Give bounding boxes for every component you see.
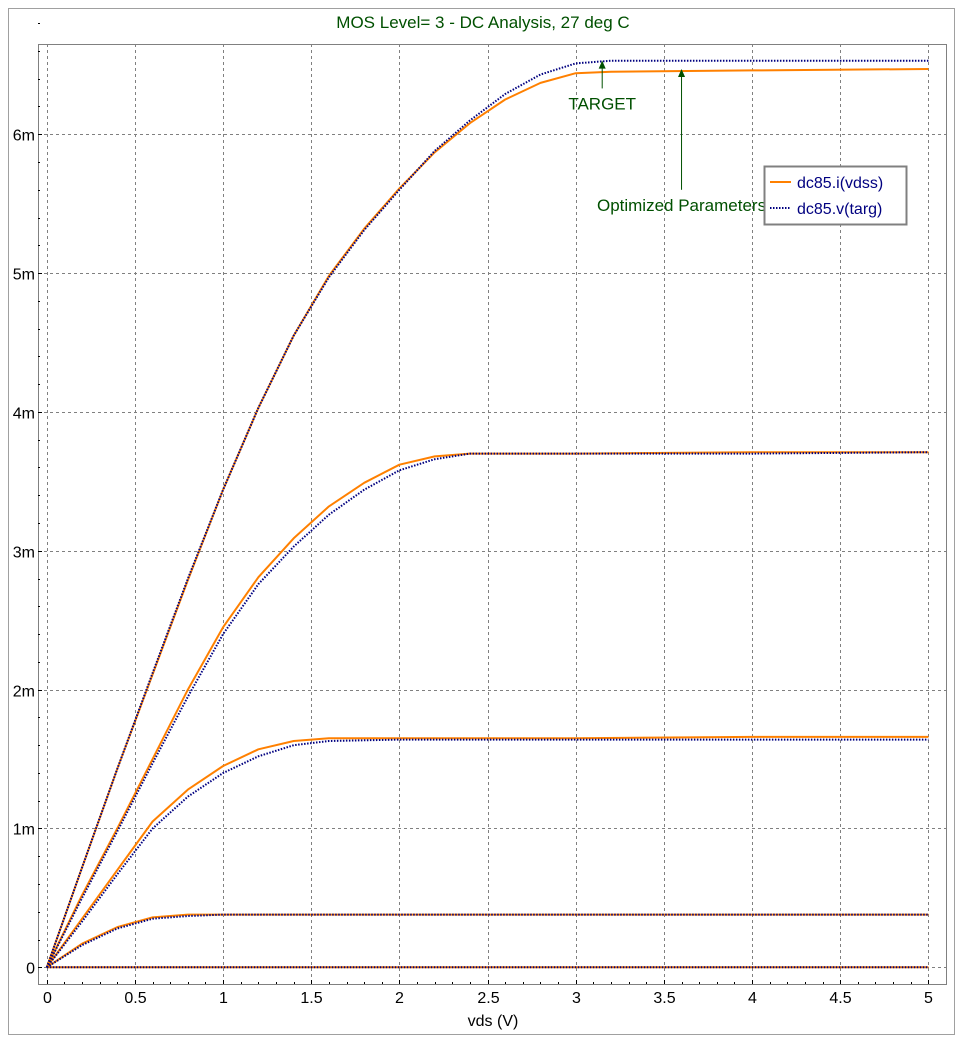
x-tick-label: 2 <box>395 990 404 1007</box>
y-tick-label: 2m <box>13 684 35 701</box>
y-tick-label: 0 <box>26 961 35 978</box>
series-1-curve-3 <box>45 735 929 968</box>
x-axis-ticks: 0 0.5 1 1.5 2 2.5 3 3.5 4 4.5 5 <box>43 980 933 1007</box>
legend-box <box>763 165 908 226</box>
legend[interactable]: dc85.i(vdss) dc85.v(targ) <box>763 165 908 226</box>
x-tick-label: 4.5 <box>829 990 851 1007</box>
series-1-curve-2 <box>46 913 929 969</box>
chart-title: MOS Level= 3 - DC Analysis, 27 deg C <box>336 13 629 32</box>
series-1-curve-5 <box>45 68 929 968</box>
x-tick-label: 0 <box>43 990 52 1007</box>
x-tick-label: 3.5 <box>653 990 675 1007</box>
y-tick-label: 3m <box>13 545 35 562</box>
x-tick-label: 0.5 <box>124 990 146 1007</box>
y-tick-label: 6m <box>13 128 35 145</box>
y-tick-label: 4m <box>13 406 35 423</box>
x-tick-label: 2.5 <box>477 990 499 1007</box>
x-tick-label: 3 <box>572 990 581 1007</box>
legend-label-series-2: dc85.v(targ) <box>797 201 882 218</box>
annotation-arrow-head <box>678 68 686 77</box>
y-tick-label: 5m <box>13 267 35 284</box>
series-2-curve-3 <box>46 738 929 968</box>
legend-label-series-1: dc85.i(vdss) <box>797 175 883 192</box>
series-2-curve-5 <box>45 59 929 968</box>
annotation-label: Optimized Parameters <box>597 196 766 215</box>
x-tick-label: 1 <box>219 990 228 1007</box>
x-tick-label: 4 <box>748 990 757 1007</box>
y-axis-ticks: 0 1m 2m 3m 4m 5m 6m <box>13 23 42 978</box>
series-2-curve-4 <box>45 451 929 968</box>
plot-frame <box>38 44 947 985</box>
outer-frame <box>8 8 955 1035</box>
series-1-curve-4 <box>45 451 929 968</box>
x-tick-label: 1.5 <box>300 990 322 1007</box>
annotations: TARGET Optimized Parameters <box>568 60 766 215</box>
annotation-arrow-head <box>598 60 606 69</box>
x-tick-label: 5 <box>924 990 933 1007</box>
x-axis-label: vds (V) <box>468 1013 519 1030</box>
annotation-label: TARGET <box>568 94 636 113</box>
y-tick-label: 1m <box>13 822 35 839</box>
series-2-curve-2 <box>46 913 929 969</box>
grid <box>38 44 946 984</box>
series-lines <box>45 59 929 969</box>
